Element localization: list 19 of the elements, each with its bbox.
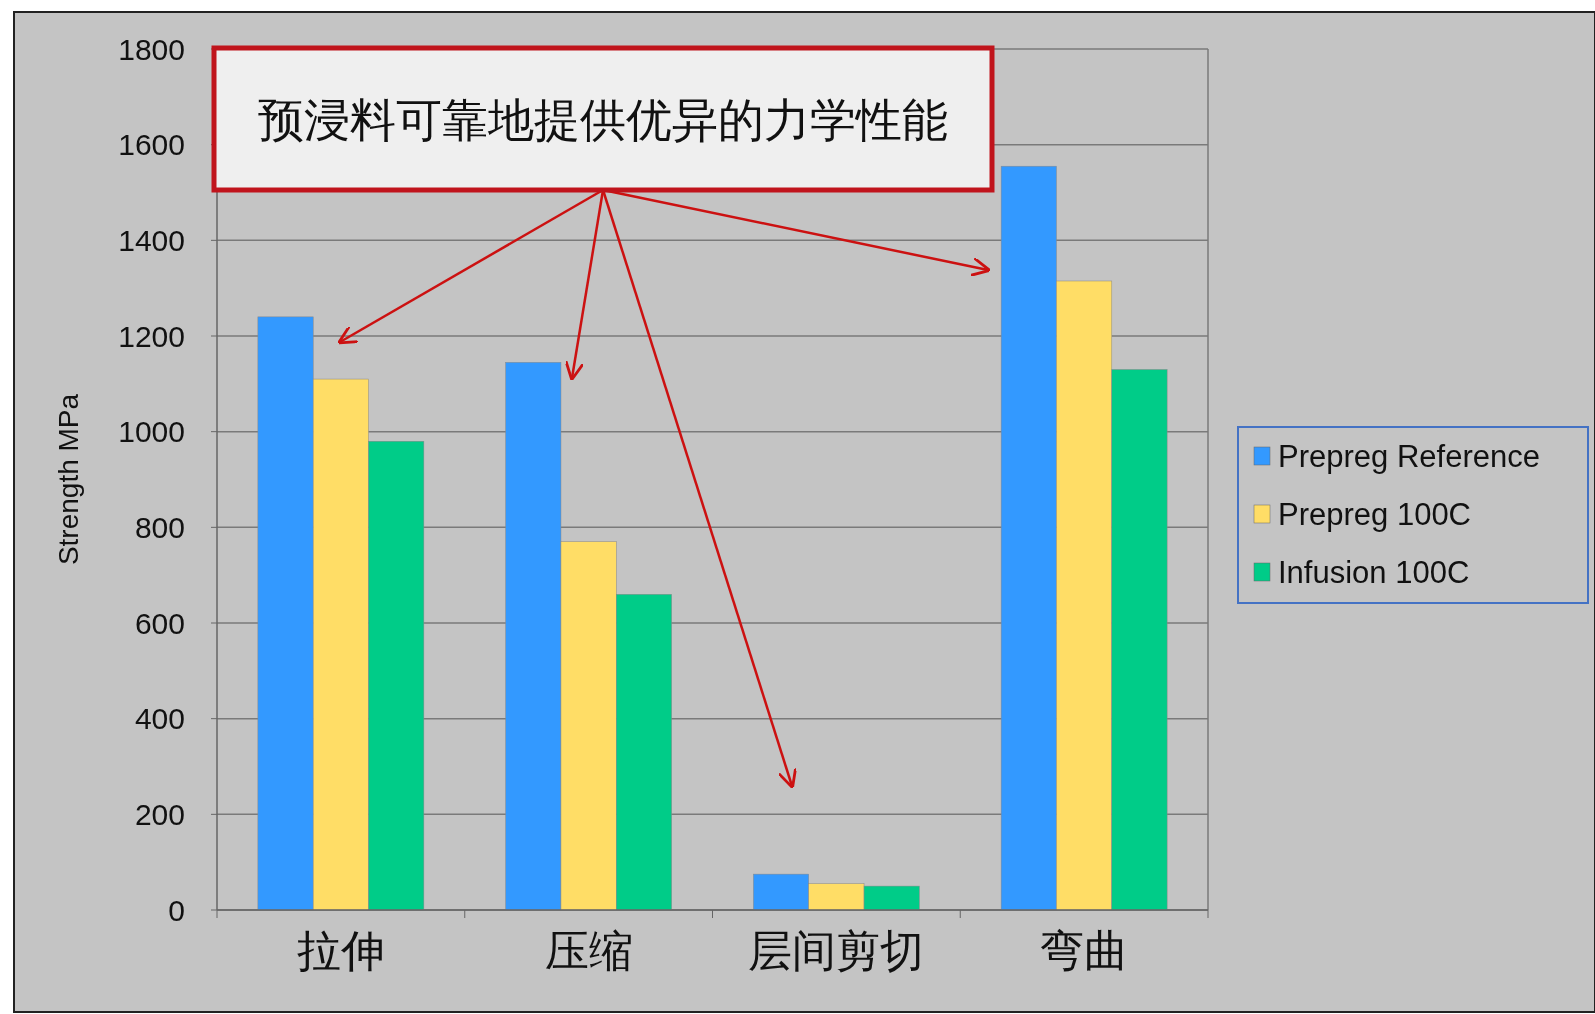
y-tick-label: 400 [134, 702, 185, 736]
y-tick-label: 1800 [118, 32, 185, 66]
y-tick-label: 200 [134, 797, 185, 831]
legend-label: Infusion 100C [1278, 554, 1470, 590]
x-tick-label: 弯曲 [1040, 925, 1129, 976]
x-tick-label: 层间剪切 [748, 925, 925, 976]
x-tick-label: 拉伸 [296, 925, 385, 976]
y-tick-label: 1200 [118, 319, 185, 353]
y-tick-label: 1400 [118, 223, 185, 257]
y-tick-label: 600 [134, 606, 185, 640]
x-tick-label: 压缩 [544, 925, 633, 976]
legend-label: Prepreg 100C [1278, 496, 1472, 532]
y-tick-label: 1600 [118, 128, 185, 162]
y-tick-label: 0 [168, 893, 185, 927]
y-axis-title: Strength MPa [53, 393, 84, 566]
legend-label: Prepreg Reference [1278, 438, 1540, 474]
y-tick-label: 1000 [118, 415, 185, 449]
annotation: 预浸料可靠地提供优异的力学性能 [258, 93, 948, 148]
y-tick-label: 800 [134, 510, 185, 544]
